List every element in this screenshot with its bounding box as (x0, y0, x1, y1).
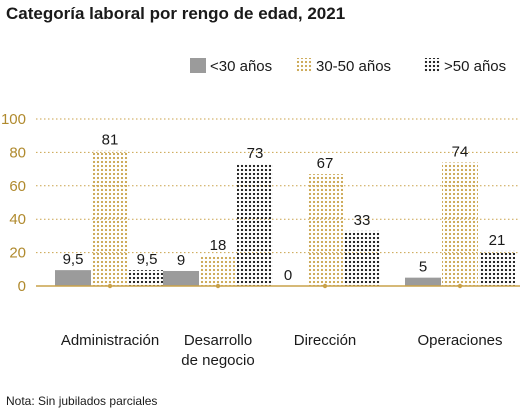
axes: 0 20 40 60 80 100 Administración Desarrollo de n… (1, 111, 520, 369)
bar (307, 174, 343, 286)
bar (237, 164, 273, 286)
legend: <30 años 30-50 años >50 años (190, 58, 506, 75)
y-tick-label: 80 (9, 144, 26, 161)
y-tick-label: 40 (9, 211, 26, 228)
bar (129, 270, 165, 286)
y-tick-label: 0 (18, 278, 26, 295)
legend-label: <30 años (210, 58, 272, 75)
legend-swatch (190, 58, 206, 73)
y-tick-label: 60 (9, 178, 26, 195)
bar (479, 250, 515, 286)
footnote: Nota: Sin jubilados parciales (6, 394, 158, 408)
data-label: 9,5 (63, 251, 84, 268)
legend-label: 30-50 años (316, 58, 391, 75)
legend-label: >50 años (444, 58, 506, 75)
category-label: Administración (61, 332, 159, 349)
data-label: 9 (177, 252, 185, 269)
data-label: 9,5 (137, 251, 158, 268)
bar (442, 162, 478, 286)
data-label: 0 (284, 267, 292, 284)
data-label: 21 (489, 232, 506, 249)
data-label: 73 (247, 145, 264, 162)
category-label: Desarrollo de negocio (181, 332, 254, 369)
data-label: 18 (210, 237, 227, 254)
bar (405, 277, 441, 286)
data-label: 33 (354, 212, 371, 229)
legend-swatch (296, 58, 312, 73)
category-label: Dirección (294, 332, 357, 349)
bar (200, 255, 236, 286)
bar (92, 150, 128, 286)
x-tick-dot (457, 283, 463, 289)
legend-swatch (424, 58, 440, 73)
chart-title: Categoría laboral por rengo de edad, 202… (6, 4, 346, 23)
bar (55, 270, 91, 286)
bar (344, 230, 380, 286)
bar (163, 270, 199, 286)
y-tick-label: 100 (1, 111, 26, 128)
y-tick-label: 20 (9, 245, 26, 262)
bars (55, 150, 515, 286)
data-label: 74 (452, 143, 469, 160)
data-label: 5 (419, 259, 427, 276)
category-label: Operaciones (417, 332, 502, 349)
data-labels: 9,5 81 9,5 9 18 73 0 67 33 5 74 21 (63, 132, 506, 284)
x-tick-dot (107, 283, 113, 289)
data-label: 81 (102, 132, 119, 149)
x-tick-dot (322, 283, 328, 289)
data-label: 67 (317, 155, 334, 172)
x-tick-dot (215, 283, 221, 289)
